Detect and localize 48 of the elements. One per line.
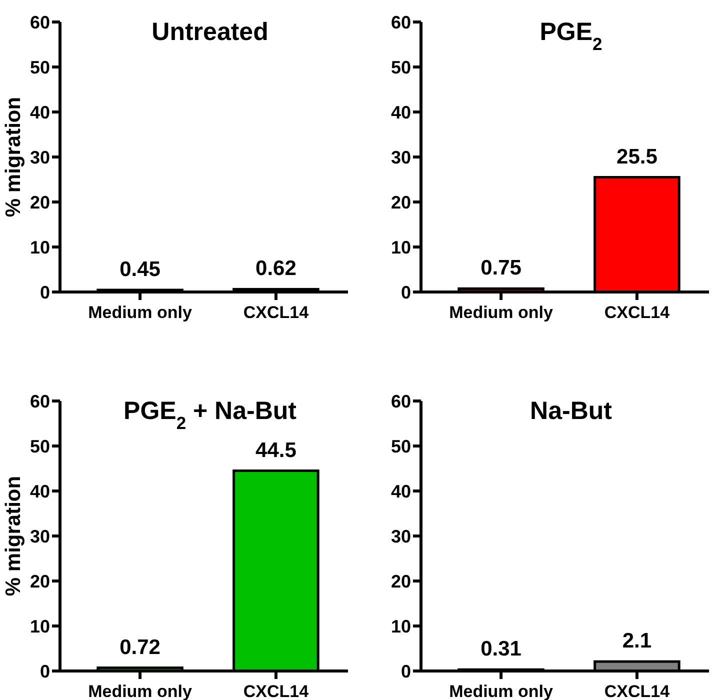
y-tick-label: 20 <box>390 192 411 212</box>
y-tick-label: 50 <box>390 436 411 456</box>
data-label: 44.5 <box>256 438 297 462</box>
y-tick-label: 30 <box>30 147 50 168</box>
data-label: 0.75 <box>480 256 522 280</box>
y-axis-title: % migration <box>2 476 25 596</box>
y-tick-label: 60 <box>390 391 411 412</box>
y-tick-label: 10 <box>390 237 411 258</box>
y-tick-label: 20 <box>30 571 50 592</box>
chart-title: Untreated <box>152 18 268 46</box>
y-tick-label: 40 <box>390 102 411 122</box>
data-label: 0.62 <box>256 257 296 280</box>
x-tick-label: CXCL14 <box>243 303 310 322</box>
y-tick-label: 30 <box>390 147 411 168</box>
y-tick-label: 20 <box>390 571 411 592</box>
y-axis-title: % migration <box>2 96 25 218</box>
y-tick-label: 60 <box>390 12 411 32</box>
y-tick-label: 0 <box>40 282 50 302</box>
y-tick-label: 10 <box>30 616 50 636</box>
y-tick-label: 50 <box>390 57 411 78</box>
y-tick-label: 60 <box>30 391 50 412</box>
y-tick-label: 30 <box>390 526 411 546</box>
x-tick-label: CXCL14 <box>243 682 310 700</box>
y-tick-label: 40 <box>390 481 411 502</box>
y-tick-label: 50 <box>30 436 50 456</box>
y-tick-label: 50 <box>30 57 50 78</box>
data-label: 25.5 <box>616 145 658 168</box>
y-tick-label: 0 <box>40 661 50 682</box>
y-tick-label: 30 <box>30 526 50 546</box>
x-tick-label: CXCL14 <box>604 682 670 700</box>
data-label: 2.1 <box>622 630 652 653</box>
y-tick-label: 10 <box>30 237 50 258</box>
y-tick-label: 10 <box>390 616 411 636</box>
x-tick-label: Medium only <box>449 303 554 322</box>
y-tick-label: 20 <box>30 192 50 212</box>
data-label: 0.45 <box>120 258 161 281</box>
chart-title: Na-But <box>530 397 613 425</box>
data-label: 0.31 <box>480 638 522 661</box>
data-label: 0.72 <box>120 636 160 659</box>
y-tick-label: 40 <box>30 102 50 122</box>
y-tick-label: 0 <box>400 661 411 682</box>
y-tick-label: 0 <box>400 282 411 302</box>
y-tick-label: 60 <box>30 12 50 32</box>
x-tick-label: CXCL14 <box>604 303 670 322</box>
chart-title: PGE$_{2}$ + Na-But <box>124 397 298 433</box>
chart-title: PGE$_{2}$ <box>540 18 603 54</box>
x-tick-label: Medium only <box>88 303 193 322</box>
y-tick-label: 40 <box>30 481 50 502</box>
